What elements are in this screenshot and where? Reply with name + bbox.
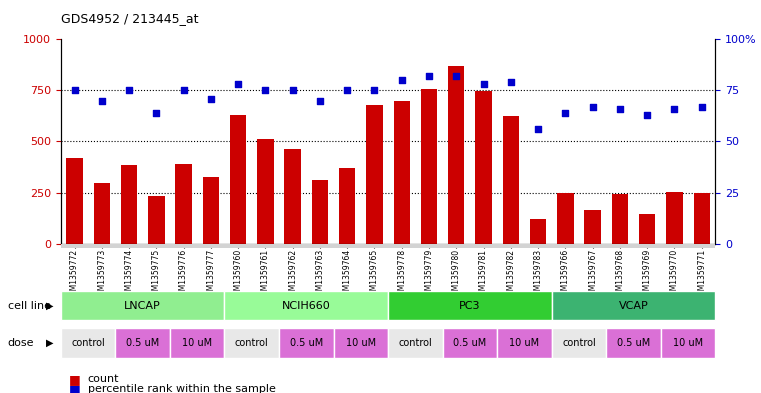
Text: control: control: [235, 338, 269, 348]
Bar: [121, 165, 137, 244]
Text: ■: ■: [68, 382, 80, 393]
Text: 10 uM: 10 uM: [345, 338, 376, 348]
Text: PC3: PC3: [459, 301, 481, 310]
Text: GDS4952 / 213445_at: GDS4952 / 213445_at: [61, 12, 199, 25]
Point: [396, 77, 408, 83]
Text: ▶: ▶: [46, 301, 53, 310]
Point: [314, 97, 326, 104]
Bar: [230, 115, 247, 244]
Text: 10 uM: 10 uM: [182, 338, 212, 348]
Text: ▶: ▶: [46, 338, 53, 348]
Text: ■: ■: [68, 373, 80, 386]
Bar: [557, 193, 574, 244]
Point: [123, 87, 135, 94]
Point: [150, 110, 162, 116]
Text: NCIH660: NCIH660: [282, 301, 331, 310]
Bar: [666, 191, 683, 244]
Point: [287, 87, 299, 94]
Text: 0.5 uM: 0.5 uM: [290, 338, 323, 348]
Bar: [285, 149, 301, 244]
Point: [696, 104, 708, 110]
Text: control: control: [399, 338, 432, 348]
Text: 10 uM: 10 uM: [673, 338, 703, 348]
Bar: [612, 194, 628, 244]
Text: VCAP: VCAP: [619, 301, 648, 310]
Point: [177, 87, 189, 94]
Point: [205, 95, 217, 102]
Point: [260, 87, 272, 94]
Bar: [584, 210, 601, 244]
Point: [423, 73, 435, 79]
Point: [96, 97, 108, 104]
Text: 0.5 uM: 0.5 uM: [126, 338, 159, 348]
Text: control: control: [562, 338, 596, 348]
Bar: [693, 193, 710, 244]
Point: [341, 87, 353, 94]
Bar: [366, 105, 383, 244]
Bar: [448, 66, 464, 244]
Bar: [476, 92, 492, 244]
Point: [532, 126, 544, 132]
Bar: [393, 101, 410, 244]
Point: [368, 87, 380, 94]
Text: 0.5 uM: 0.5 uM: [617, 338, 650, 348]
Bar: [94, 184, 110, 244]
Point: [451, 73, 463, 79]
Bar: [66, 158, 83, 244]
Bar: [312, 180, 328, 244]
Bar: [502, 116, 519, 244]
Text: 0.5 uM: 0.5 uM: [454, 338, 486, 348]
Text: LNCAP: LNCAP: [124, 301, 161, 310]
Bar: [175, 164, 192, 244]
Bar: [421, 89, 437, 244]
Point: [477, 81, 489, 87]
Text: cell line: cell line: [8, 301, 51, 310]
Bar: [148, 196, 164, 244]
Bar: [202, 177, 219, 244]
Text: 10 uM: 10 uM: [509, 338, 540, 348]
Text: control: control: [72, 338, 105, 348]
Bar: [257, 140, 273, 244]
Point: [587, 104, 599, 110]
Point: [505, 79, 517, 85]
Point: [559, 110, 572, 116]
Point: [68, 87, 81, 94]
Text: count: count: [88, 374, 119, 384]
Point: [641, 112, 653, 118]
Bar: [339, 168, 355, 244]
Point: [614, 106, 626, 112]
Text: percentile rank within the sample: percentile rank within the sample: [88, 384, 275, 393]
Bar: [639, 214, 655, 244]
Point: [668, 106, 680, 112]
Point: [232, 81, 244, 87]
Text: dose: dose: [8, 338, 34, 348]
Bar: [530, 219, 546, 244]
